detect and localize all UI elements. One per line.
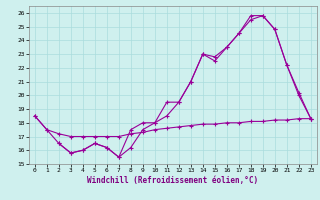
X-axis label: Windchill (Refroidissement éolien,°C): Windchill (Refroidissement éolien,°C) xyxy=(87,176,258,185)
